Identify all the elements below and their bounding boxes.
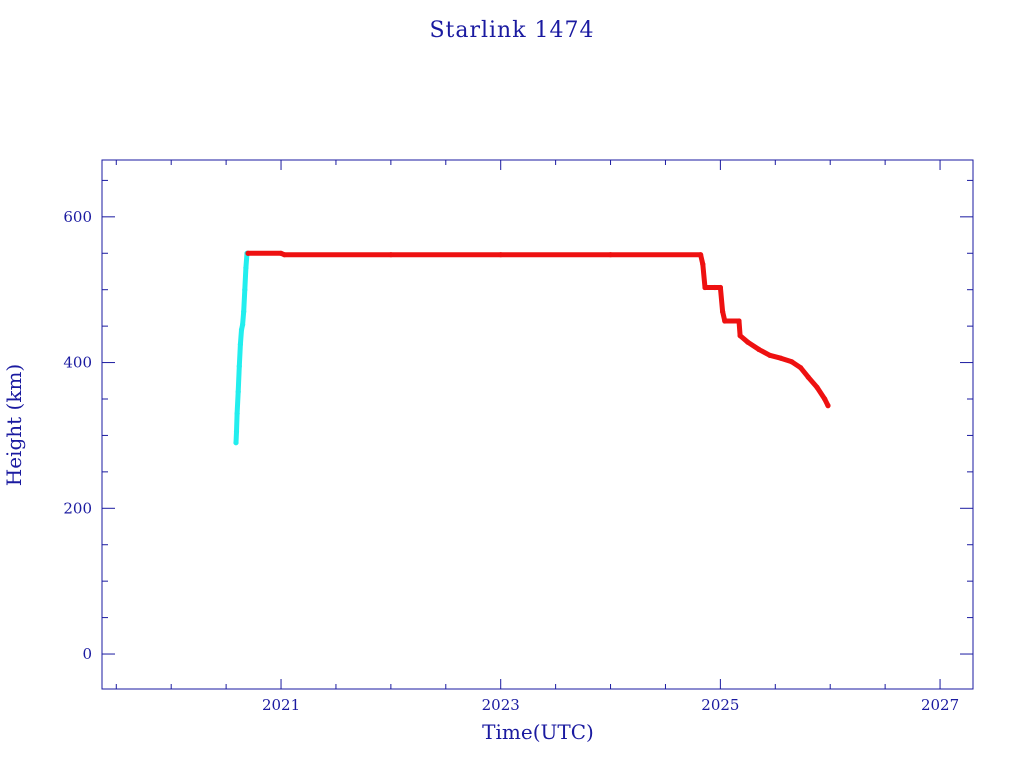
y-tick-label: 600 xyxy=(63,208,92,226)
y-tick-label: 200 xyxy=(63,499,92,517)
data-point xyxy=(789,359,795,365)
axis-tick-labels: 2021 2023 2025 2027 0 200 400 600 xyxy=(63,208,959,714)
data-point xyxy=(243,265,249,271)
data-point xyxy=(702,284,708,291)
data-point xyxy=(778,355,784,361)
data-point xyxy=(238,327,245,333)
data-point xyxy=(720,309,726,315)
axis-ticks xyxy=(102,160,973,689)
data-point xyxy=(233,440,239,446)
data-point xyxy=(825,403,831,409)
data-point xyxy=(388,252,394,258)
data-point xyxy=(233,429,240,435)
chart-title: Starlink 1474 xyxy=(429,18,594,43)
data-point xyxy=(798,365,804,371)
data-point xyxy=(767,352,773,358)
data-point xyxy=(745,339,751,345)
series-1 xyxy=(245,250,831,409)
series-line xyxy=(245,250,831,409)
series-0 xyxy=(233,250,250,446)
data-point xyxy=(235,389,241,395)
x-axis-label: Time(UTC) xyxy=(482,720,594,744)
data-point xyxy=(756,346,762,352)
data-series xyxy=(233,250,831,446)
data-point xyxy=(737,333,743,339)
data-point xyxy=(281,252,287,258)
y-axis-label: Height (km) xyxy=(2,364,26,486)
data-point xyxy=(236,363,242,369)
x-tick-label: 2021 xyxy=(262,696,300,714)
data-point xyxy=(240,322,246,328)
y-tick-label: 400 xyxy=(63,354,92,372)
data-point xyxy=(736,318,742,324)
data-point xyxy=(237,341,243,347)
series-line xyxy=(233,250,250,446)
x-tick-label: 2023 xyxy=(482,696,520,714)
data-point xyxy=(814,384,820,390)
data-point xyxy=(698,252,704,258)
data-point xyxy=(717,284,724,291)
data-point xyxy=(700,261,706,267)
data-point xyxy=(234,411,240,417)
data-point xyxy=(607,252,614,258)
data-point xyxy=(805,374,811,380)
data-point xyxy=(722,318,728,324)
data-point xyxy=(245,250,251,256)
x-tick-label: 2027 xyxy=(921,696,959,714)
plot-frame xyxy=(101,159,974,690)
data-point xyxy=(712,284,718,291)
data-point xyxy=(241,309,247,315)
y-tick-label: 0 xyxy=(82,645,92,663)
data-point xyxy=(498,252,504,258)
data-point xyxy=(242,287,248,293)
x-tick-label: 2025 xyxy=(701,696,739,714)
data-point xyxy=(822,396,828,402)
